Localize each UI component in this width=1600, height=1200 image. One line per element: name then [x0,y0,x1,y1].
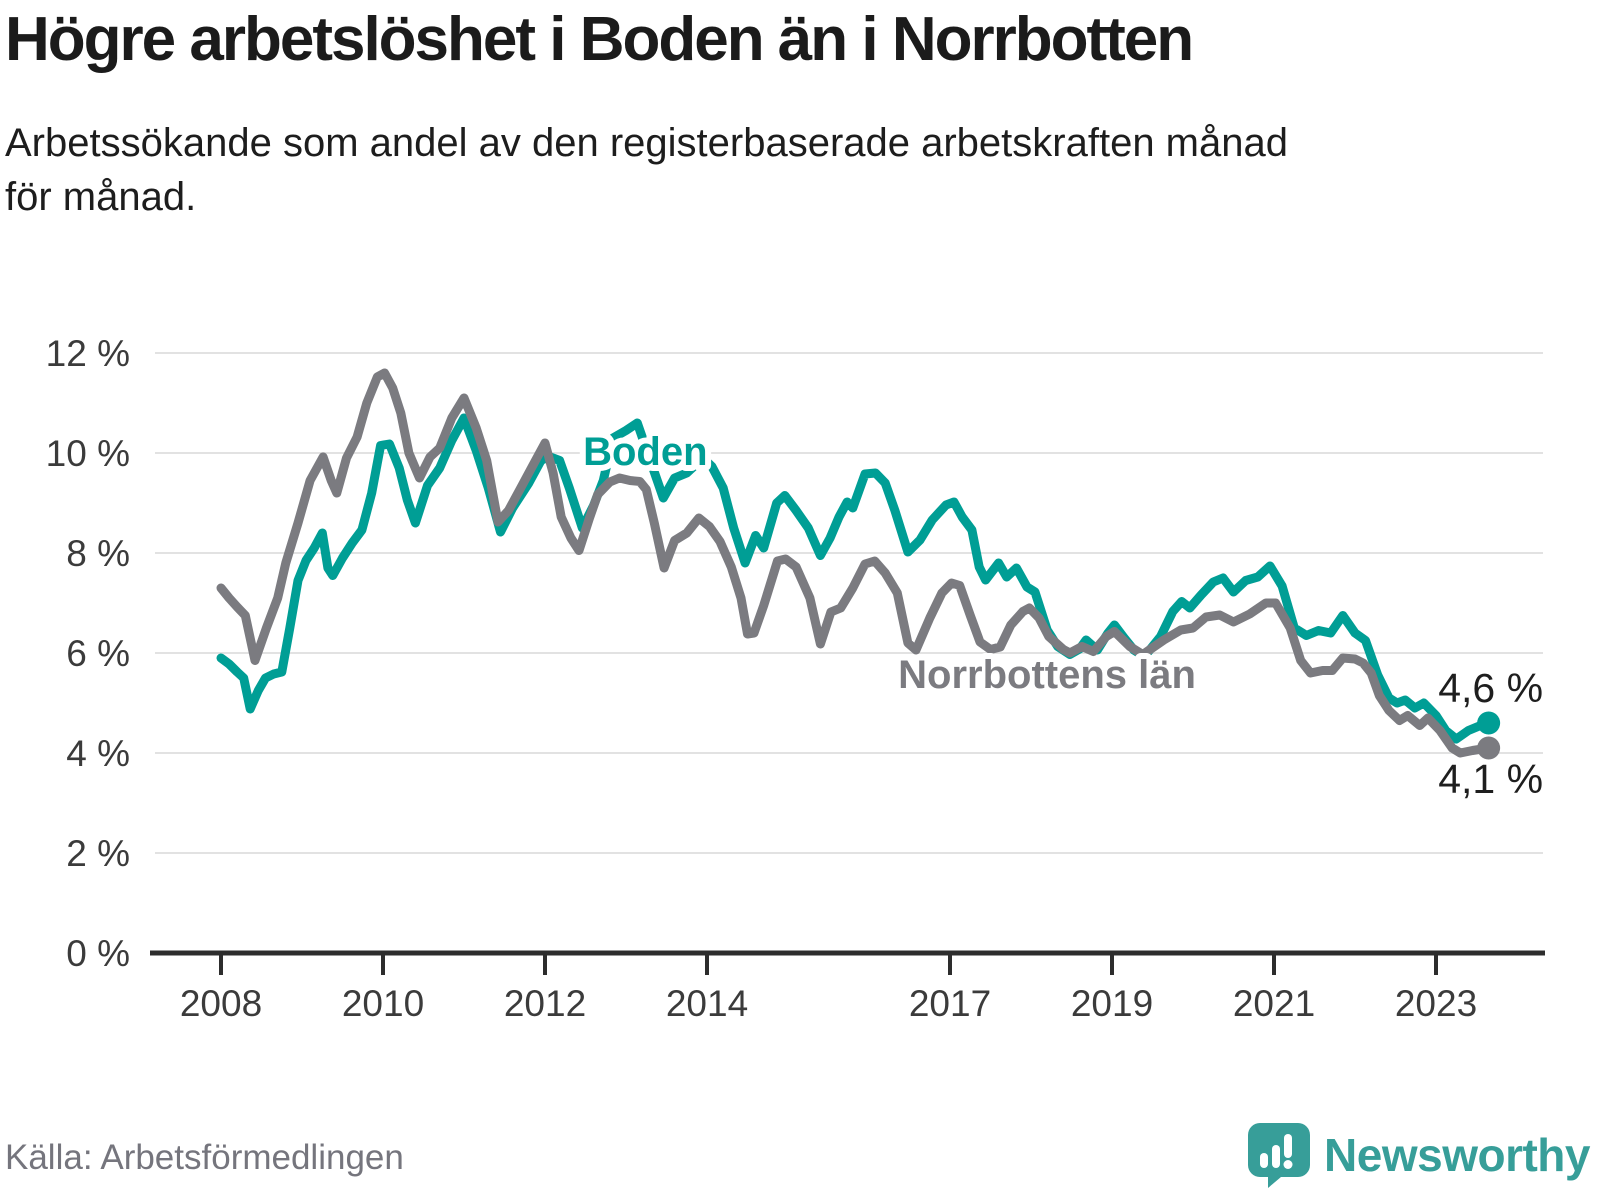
boden-end-dot [1477,711,1501,735]
newsworthy-logo-text: Newsworthy [1324,1129,1590,1181]
chart-subtitle-line-1: Arbetssökande som andel av den registerb… [5,121,1288,165]
newsworthy-logo-icon [1248,1123,1311,1188]
x-tick-label: 2014 [666,983,748,1024]
chart-subtitle: Arbetssökande som andel av den registerb… [5,116,1585,224]
x-tick-label: 2010 [342,983,424,1024]
norrbottens-lan-series-label: Norrbottens län [898,653,1196,697]
y-tick-label: 8 % [66,533,130,574]
chart-title: Högre arbetslöshet i Boden än i Norrbott… [5,5,1194,74]
boden-end-value-label: 4,6 % [1438,665,1543,711]
y-tick-label: 10 % [46,433,130,474]
boden-line [216,413,1494,744]
chart-subtitle-line-2: för månad. [5,175,197,219]
x-tick-label: 2017 [909,983,991,1024]
norrbottens-lan-end-dot [1477,736,1501,760]
newsworthy-logo: Newsworthy [1247,1122,1590,1188]
source-note: Källa: Arbetsförmedlingen [5,1138,404,1177]
y-tick-label: 6 % [66,633,130,674]
y-tick-label: 0 % [66,933,130,974]
y-tick-label: 4 % [66,733,130,774]
norrbottens-lan-line [216,368,1494,758]
norrbottens-lan-end-value-label: 4,1 % [1438,756,1543,802]
x-tick-label: 2012 [504,983,586,1024]
x-tick-label: 2019 [1071,983,1153,1024]
x-tick-label: 2023 [1395,983,1477,1024]
x-tick-label: 2021 [1233,983,1315,1024]
boden-series-label: Boden [583,430,707,474]
y-tick-label: 2 % [66,833,130,874]
y-tick-label: 12 % [46,333,130,374]
x-tick-label: 2008 [180,983,262,1024]
